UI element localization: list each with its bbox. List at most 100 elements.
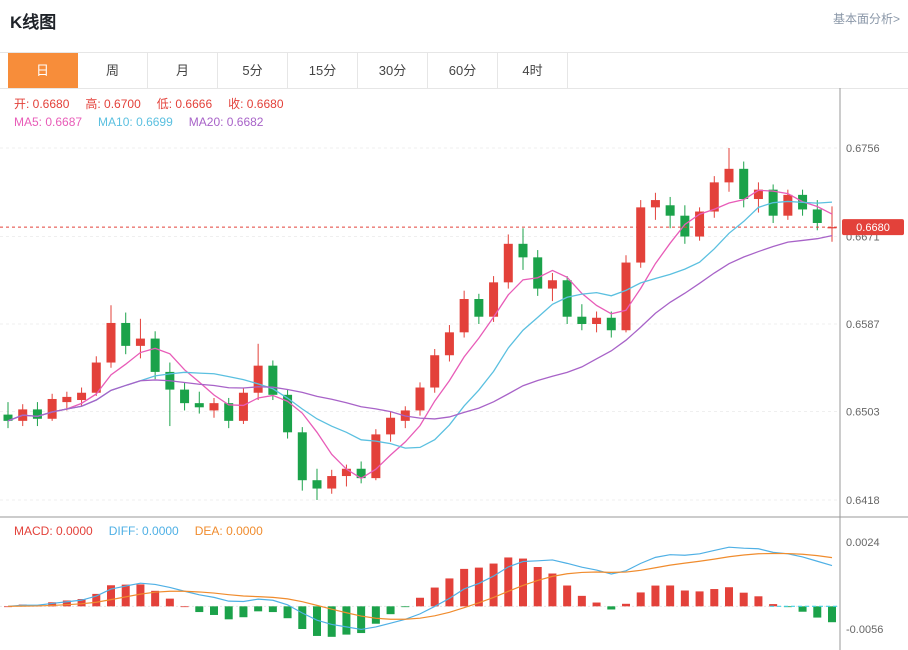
candle-body <box>312 480 322 489</box>
tab-60min[interactable]: 60分 <box>428 53 498 88</box>
legend-item: 收: 0.6680 <box>228 97 284 111</box>
macd-hist-bar <box>357 606 366 634</box>
candle-body <box>577 316 587 324</box>
candle-body <box>812 209 822 223</box>
macd-hist-bar <box>533 566 542 607</box>
candle-body <box>827 227 837 229</box>
macd-hist-bar <box>651 585 660 607</box>
candle-body <box>724 168 734 183</box>
macd-hist-bar <box>430 587 439 607</box>
macd-hist-bar <box>416 597 424 607</box>
legend-item: 开: 0.6680 <box>14 97 70 111</box>
tab-month[interactable]: 月 <box>148 53 218 88</box>
kline-chart-canvas[interactable]: 0.67560.66710.65870.65030.64180.66800.00… <box>0 88 908 650</box>
macd-hist-bar <box>151 590 160 607</box>
macd-hist-bar <box>828 606 836 623</box>
tab-5min[interactable]: 5分 <box>218 53 288 88</box>
macd-hist-bar <box>371 606 380 624</box>
candle-body <box>47 398 57 419</box>
candle-body <box>121 322 131 346</box>
macd-hist-bar <box>254 606 263 612</box>
candle-body <box>489 282 499 317</box>
macd-hist-bar <box>327 606 336 637</box>
candle-body <box>562 280 572 317</box>
macd-hist-bar <box>48 602 57 607</box>
candle-body <box>592 317 602 324</box>
macd-hist-bar <box>725 587 733 607</box>
dea-line <box>7 552 833 620</box>
candle-body <box>106 322 116 363</box>
candle-body <box>533 257 543 289</box>
legend-item: MA5: 0.6687 <box>14 115 83 129</box>
candle-body <box>371 434 381 479</box>
candle-body <box>739 168 749 200</box>
macd-hist-bar <box>77 599 86 607</box>
macd-hist-bar <box>342 606 351 635</box>
macd-axis-label: -0.0056 <box>846 624 883 636</box>
macd-hist-bar <box>813 606 822 618</box>
tab-30min[interactable]: 30分 <box>358 53 428 88</box>
macd-hist-bar <box>577 595 586 607</box>
macd-hist-bar <box>798 606 807 612</box>
page-title: K线图 <box>10 13 57 32</box>
macd-hist-bar <box>622 603 630 607</box>
ohlc-legend: 开: 0.6680 高: 0.6700 低: 0.6666 收: 0.6680 <box>14 95 300 112</box>
candle-body <box>695 211 705 237</box>
y-axis-label: 0.6418 <box>846 495 880 507</box>
candle-body <box>297 432 307 481</box>
tab-day[interactable]: 日 <box>8 53 78 88</box>
tab-15min[interactable]: 15分 <box>288 53 358 88</box>
legend-item: MA20: 0.6682 <box>188 115 264 129</box>
candle-body <box>621 262 631 331</box>
candle-body <box>150 338 160 372</box>
ma10-line <box>7 200 833 449</box>
candle-body <box>62 396 72 403</box>
macd-hist-bar <box>754 596 763 607</box>
candle-body <box>783 194 793 216</box>
candle-body <box>77 392 87 401</box>
candle-body <box>32 409 42 419</box>
macd-hist-bar <box>298 606 307 629</box>
legend-item: MACD: 0.0000 <box>14 524 93 538</box>
y-axis-label: 0.6503 <box>846 406 880 418</box>
macd-hist-bar <box>592 602 601 607</box>
macd-hist-bar <box>769 604 778 607</box>
candle-body <box>650 200 660 208</box>
macd-hist-bar <box>313 606 321 636</box>
candle-body <box>680 215 690 237</box>
candle-body <box>283 394 293 433</box>
macd-hist-bar <box>563 585 572 607</box>
candle-body <box>444 332 454 356</box>
fundamental-analysis-link[interactable]: 基本面分析> <box>832 12 900 26</box>
macd-hist-bar <box>224 606 233 620</box>
diff-line <box>7 546 833 631</box>
macd-hist-bar <box>121 584 130 607</box>
tab-4hour[interactable]: 4时 <box>498 53 568 88</box>
legend-item: DIFF: 0.0000 <box>108 524 179 538</box>
macd-hist-bar <box>165 598 174 607</box>
candle-body <box>665 205 675 216</box>
legend-item: 高: 0.6700 <box>85 97 141 111</box>
macd-hist-bar <box>666 585 675 607</box>
candle-body <box>356 468 366 479</box>
macd-hist-bar <box>548 573 557 607</box>
last-price-badge-label: 0.6680 <box>856 222 890 234</box>
candle-body <box>636 207 646 263</box>
candle-body <box>327 476 337 489</box>
legend-item: MA10: 0.6699 <box>98 115 173 129</box>
candle-body <box>518 243 528 258</box>
ma-legend: MA5: 0.6687 MA10: 0.6699 MA20: 0.6682 <box>14 115 279 129</box>
tab-week[interactable]: 周 <box>78 53 148 88</box>
y-axis-label: 0.6756 <box>846 143 880 155</box>
macd-hist-bar <box>136 584 145 607</box>
macd-hist-bar <box>739 592 748 607</box>
period-tabs: 日周月 5分 15分 30分 60分 4时 <box>0 52 908 89</box>
macd-hist-bar <box>695 591 704 607</box>
macd-hist-bar <box>107 585 115 607</box>
ma20-line <box>7 234 833 422</box>
candle-body <box>91 362 101 393</box>
candle-body <box>180 389 190 404</box>
macd-hist-bar <box>460 568 469 607</box>
macd-hist-bar <box>283 606 292 619</box>
